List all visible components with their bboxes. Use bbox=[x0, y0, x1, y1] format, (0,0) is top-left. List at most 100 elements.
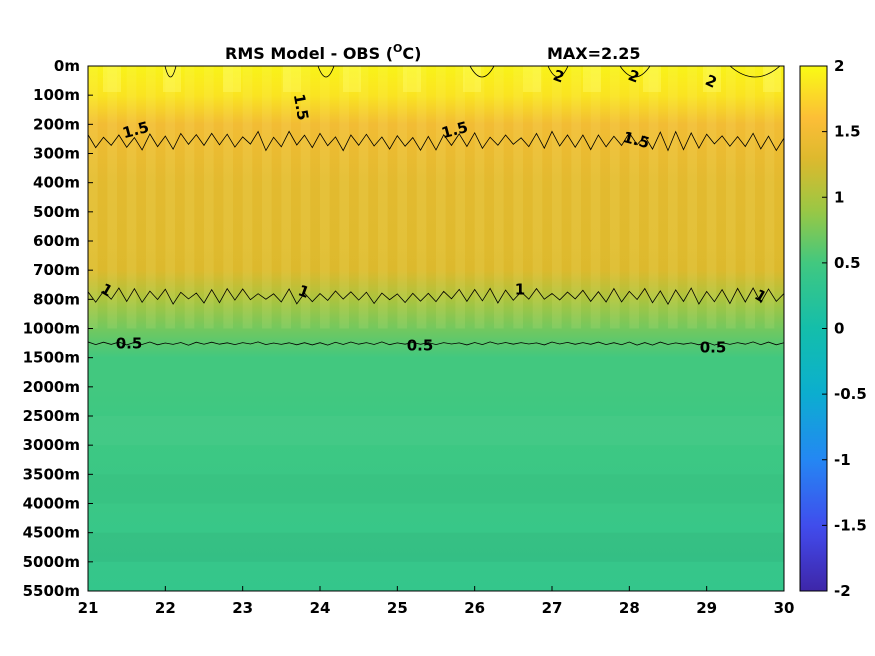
heatmap-stripe bbox=[610, 66, 620, 329]
heatmap-stripe bbox=[88, 66, 98, 329]
heatmap-stripe bbox=[706, 66, 717, 329]
colorbar-ticks: 2 1.5 1 0.5 0 -0.5 -1 -1.5 -2 bbox=[822, 57, 867, 600]
heatmap-stripe bbox=[378, 66, 388, 329]
heatmap-stripe bbox=[687, 66, 697, 329]
heatmap-stripe bbox=[416, 66, 427, 329]
contour-line-2 bbox=[547, 66, 569, 78]
y-tick-label: 300m bbox=[33, 145, 80, 163]
heatmap-highlight bbox=[343, 66, 361, 92]
y-tick-label: 200m bbox=[33, 115, 80, 133]
x-tick-label: 30 bbox=[774, 599, 795, 617]
heatmap-stripe bbox=[745, 66, 755, 329]
contour-line-1 bbox=[88, 287, 784, 306]
y-tick-label: 400m bbox=[33, 174, 80, 192]
y-tick-label: 500m bbox=[33, 203, 80, 221]
y-tick-label: 4000m bbox=[23, 495, 80, 513]
heatmap-stripe bbox=[571, 66, 581, 329]
heatmap-highlight bbox=[643, 66, 661, 92]
contour-line-2 bbox=[164, 66, 177, 78]
heatmap-highlight bbox=[703, 66, 721, 92]
heatmap-stripe bbox=[455, 66, 465, 329]
heatmap-field: 2 2 21.51.51.5 1.51 1 1 10.5 0.5 0.5 bbox=[88, 66, 784, 591]
heatmap-highlight bbox=[583, 66, 601, 92]
x-tick-label: 26 bbox=[464, 599, 485, 617]
heatmap-highlight bbox=[283, 66, 301, 92]
heatmap-stripe bbox=[532, 66, 543, 329]
heatmap-stripe bbox=[358, 66, 369, 329]
y-axis: 0m 100m 200m 300m 400m 500m 600m 700m 800m 1000m 1… bbox=[23, 57, 93, 600]
contour-label: 1 bbox=[515, 280, 525, 298]
heatmap-stripe bbox=[204, 66, 214, 329]
heatmap-stripe bbox=[726, 66, 736, 329]
contour-line-2 bbox=[619, 66, 651, 78]
heatmap-stripe bbox=[552, 66, 562, 329]
heatmap-stripe bbox=[223, 66, 233, 329]
contour-line-0.5 bbox=[88, 341, 784, 346]
contour-label: 1.5 bbox=[290, 92, 312, 121]
y-tick-label: 2500m bbox=[23, 407, 80, 425]
heatmap-stripe bbox=[436, 66, 446, 329]
x-tick-label: 23 bbox=[232, 599, 253, 617]
heatmap-highlight bbox=[103, 66, 121, 92]
colorbar-tick-label: 2 bbox=[834, 57, 844, 75]
heatmap-stripe bbox=[165, 66, 175, 329]
y-tick-label: 3000m bbox=[23, 436, 80, 454]
heatmap-stripe bbox=[513, 66, 523, 329]
heatmap-stripes bbox=[88, 66, 784, 562]
y-tick-label: 700m bbox=[33, 261, 80, 279]
y-tick-label: 1500m bbox=[23, 349, 80, 367]
y-tick-label: 2000m bbox=[23, 378, 80, 396]
colorbar-tick-label: -2 bbox=[834, 582, 851, 600]
x-tick-label: 21 bbox=[78, 599, 99, 617]
contour-label: 0.5 bbox=[700, 339, 727, 357]
heatmap-background bbox=[88, 66, 784, 591]
colorbar: 2 1.5 1 0.5 0 -0.5 -1 -1.5 -2 bbox=[799, 57, 867, 600]
colorbar-tick-label: 1 bbox=[834, 188, 844, 206]
colorbar-tick-label: -0.5 bbox=[834, 385, 867, 403]
heatmap-stripe bbox=[590, 66, 601, 329]
heatmap-highlight bbox=[523, 66, 541, 92]
heatmap-stripe bbox=[320, 66, 330, 329]
heatmap-highlight bbox=[463, 66, 481, 92]
heatmap-stripe bbox=[262, 66, 272, 329]
x-tick-label: 28 bbox=[619, 599, 640, 617]
heatmap-stripe bbox=[146, 66, 156, 329]
heatmap-band bbox=[88, 474, 784, 503]
x-tick-label: 25 bbox=[387, 599, 408, 617]
colorbar-tick-label: 0 bbox=[834, 320, 844, 338]
heatmap-stripe bbox=[764, 66, 775, 329]
heatmap-stripe bbox=[107, 66, 117, 329]
heatmap-highlight bbox=[403, 66, 421, 92]
heatmap-stripe bbox=[126, 66, 137, 329]
contour-line-1.5 bbox=[88, 130, 784, 152]
chart-title: RMS Model - OBS (OC) bbox=[225, 42, 421, 63]
heatmap-stripe bbox=[474, 66, 485, 329]
colorbar-tick-label: -1.5 bbox=[834, 516, 867, 534]
contour-lines bbox=[88, 66, 784, 346]
x-axis: 21 22 23 24 25 26 27 28 29 30 bbox=[78, 586, 795, 617]
heatmap-band bbox=[88, 416, 784, 445]
colorbar-tick-label: 1.5 bbox=[834, 123, 861, 141]
colorbar-tick-label: -1 bbox=[834, 451, 851, 469]
contour-label: 0.5 bbox=[116, 335, 143, 353]
heatmap-stripe bbox=[494, 66, 504, 329]
x-tick-label: 27 bbox=[542, 599, 563, 617]
contour-line-2 bbox=[469, 66, 495, 78]
contour-line-2 bbox=[317, 66, 335, 78]
heatmap-band bbox=[88, 533, 784, 562]
heatmap-stripe bbox=[397, 66, 407, 329]
heatmap-highlight bbox=[163, 66, 181, 92]
contour-label: 0.5 bbox=[407, 337, 434, 355]
y-tick-label: 4500m bbox=[23, 524, 80, 542]
y-tick-label: 0m bbox=[54, 57, 80, 75]
heatmap-highlight bbox=[223, 66, 241, 92]
heatmap-stripe bbox=[300, 66, 311, 329]
heatmap-stripe bbox=[629, 66, 639, 329]
x-tick-label: 24 bbox=[310, 599, 331, 617]
heatmap-stripe bbox=[184, 66, 195, 329]
x-tick-label: 22 bbox=[155, 599, 176, 617]
contour-line-2 bbox=[729, 66, 781, 78]
heatmap-stripe bbox=[242, 66, 253, 329]
max-annotation: MAX=2.25 bbox=[547, 44, 641, 63]
